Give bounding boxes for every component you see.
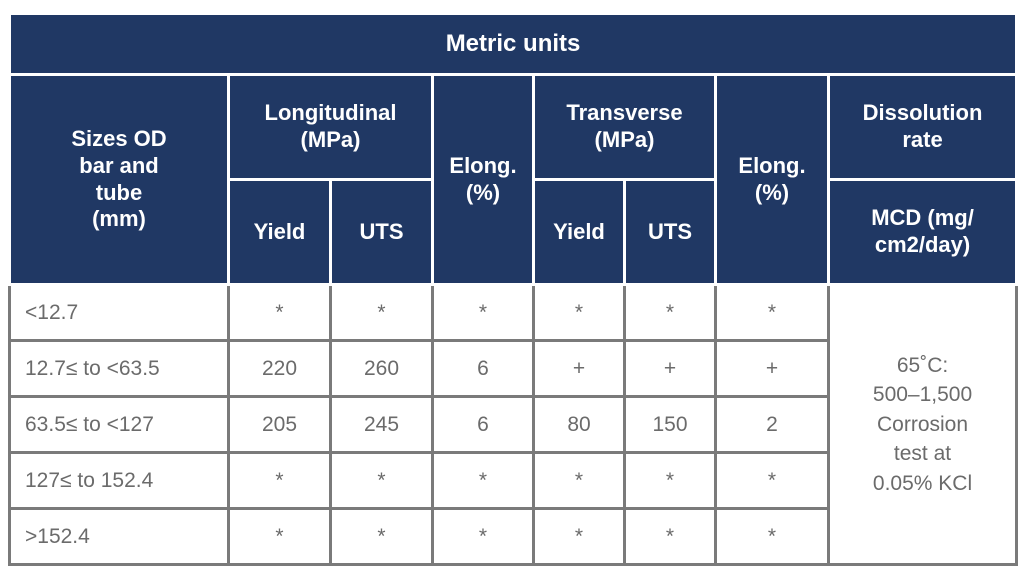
table-row: 63.5≤ to <127 205 245 6 80 150 2 xyxy=(8,395,1017,454)
cell-value: 245 xyxy=(329,395,434,454)
metric-units-table: Metric units Sizes OD bar and tube (mm) … xyxy=(7,12,1019,566)
cell-value: * xyxy=(532,451,626,510)
table-row: <12.7 * * * * * * 65˚C: 500–1,500 Corros… xyxy=(8,283,1019,566)
cell-value: * xyxy=(431,283,535,342)
table-row: >152.4 * * * * * * xyxy=(8,507,1017,566)
row-label: <12.7 xyxy=(8,283,230,342)
cell-value: * xyxy=(329,507,434,566)
col-header-longitudinal: Longitudinal (MPa) xyxy=(227,73,434,181)
cell-value: 2 xyxy=(714,395,830,454)
row-label: 63.5≤ to <127 xyxy=(8,395,230,454)
col-header-dissolution-rate: Dissolution rate xyxy=(826,73,1019,181)
table-title-row: Metric units xyxy=(7,12,1019,76)
col-header-yield-transverse: Yield xyxy=(532,178,626,286)
cell-value: + xyxy=(623,339,717,398)
cell-value: * xyxy=(623,507,717,566)
cell-value: * xyxy=(623,451,717,510)
cell-value: * xyxy=(714,451,830,510)
cell-value: 6 xyxy=(431,339,535,398)
cell-value: * xyxy=(623,283,717,342)
table-row: 12.7≤ to <63.5 220 260 6 + + + xyxy=(8,339,1017,398)
col-header-sizes: Sizes OD bar and tube (mm) xyxy=(8,73,230,286)
cell-value: * xyxy=(227,283,332,342)
dissolution-note: 65˚C: 500–1,500 Corrosion test at 0.05% … xyxy=(826,283,1019,566)
cell-value: * xyxy=(431,507,535,566)
col-header-uts-longitudinal: UTS xyxy=(329,178,434,286)
table-title: Metric units xyxy=(7,12,1019,76)
col-header-yield-longitudinal: Yield xyxy=(227,178,332,286)
cell-value: * xyxy=(714,283,830,342)
cell-value: 80 xyxy=(532,395,626,454)
cell-value: * xyxy=(431,451,535,510)
cell-value: + xyxy=(532,339,626,398)
col-header-mcd: MCD (mg/ cm2/day) xyxy=(826,178,1019,286)
sub-header-row: Yield UTS Yield UTS MCD (mg/ cm2/day) xyxy=(10,178,1019,286)
cell-value: + xyxy=(714,339,830,398)
cell-value: 150 xyxy=(623,395,717,454)
table-row: 127≤ to 152.4 * * * * * * xyxy=(8,451,1017,510)
row-label: >152.4 xyxy=(8,507,230,566)
cell-value: * xyxy=(714,507,830,566)
cell-value: * xyxy=(532,507,626,566)
cell-value: * xyxy=(329,451,434,510)
cell-value: 220 xyxy=(227,339,332,398)
cell-value: 6 xyxy=(431,395,535,454)
cell-value: * xyxy=(532,283,626,342)
col-header-elong-longitudinal: Elong. (%) xyxy=(431,73,535,286)
cell-value: * xyxy=(227,451,332,510)
col-header-elong-transverse: Elong. (%) xyxy=(714,73,830,286)
group-header-row: Sizes OD bar and tube (mm) Longitudinal … xyxy=(8,73,1019,286)
row-label: 127≤ to 152.4 xyxy=(8,451,230,510)
cell-value: 205 xyxy=(227,395,332,454)
col-header-uts-transverse: UTS xyxy=(623,178,717,286)
row-label: 12.7≤ to <63.5 xyxy=(8,339,230,398)
cell-value: * xyxy=(227,507,332,566)
cell-value: * xyxy=(329,283,434,342)
col-header-transverse: Transverse (MPa) xyxy=(532,73,717,181)
cell-value: 260 xyxy=(329,339,434,398)
